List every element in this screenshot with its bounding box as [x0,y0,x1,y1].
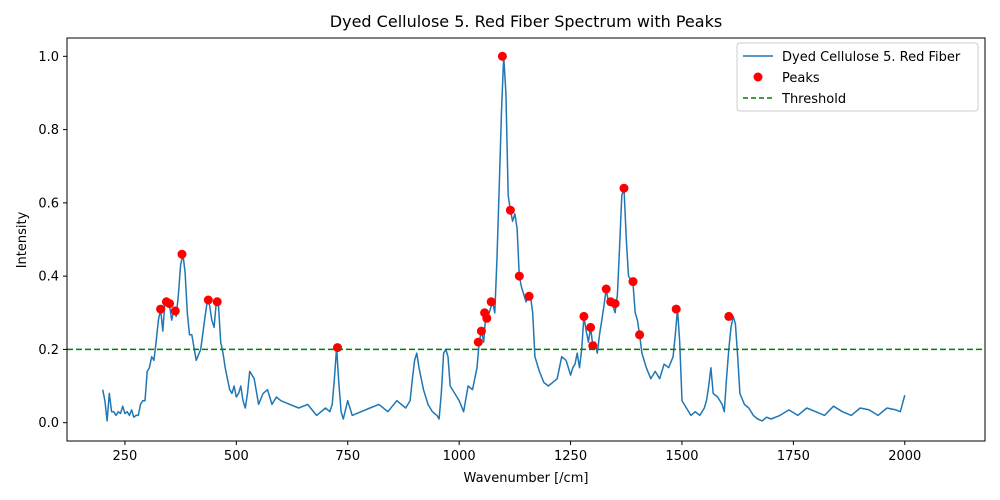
x-tick-label: 1500 [665,449,698,464]
peak-point [482,313,492,323]
peak-point [212,297,222,307]
peak-point [635,330,645,340]
legend-peak-swatch [753,72,763,82]
peak-point [497,51,507,61]
y-tick-label: 0.2 [38,343,59,358]
x-tick-label: 1000 [443,449,476,464]
peak-point [170,306,180,316]
peak-point [505,205,515,215]
legend: Dyed Cellulose 5. Red Fiber Peaks Thresh… [736,42,979,112]
peak-point [177,249,187,259]
peak-point [333,343,342,353]
peak-point [156,304,166,314]
legend-frame [736,42,979,112]
x-tick-label: 500 [224,449,249,464]
points-layer [156,51,734,353]
x-tick-label: 1250 [554,449,587,464]
peak-point [724,311,734,321]
peak-point [579,311,589,321]
y-tick-label: 0.6 [38,196,59,211]
peak-point [165,299,174,309]
plot-area [67,51,985,422]
peak-point [524,291,534,301]
x-tick-label: 750 [335,449,360,464]
peak-point [203,295,213,305]
peak-point [671,304,681,314]
peak-point [586,322,596,332]
legend-label-peaks: Peaks [782,71,820,86]
y-tick-label: 0.8 [38,123,59,138]
legend-label-threshold: Threshold [781,92,846,107]
x-tick-label: 1750 [777,449,810,464]
y-axis-label: Intensity [15,211,30,268]
peak-point [473,337,483,347]
legend-label-spectrum: Dyed Cellulose 5. Red Fiber [782,50,961,65]
peak-point [628,277,638,287]
peak-point [601,284,611,294]
peak-point [486,297,496,307]
y-tick-label: 0.0 [38,416,59,431]
x-axis-ticks: 250 500 750 1000 1250 1500 1750 2000 [113,441,921,464]
peak-point [610,299,620,309]
chart-title: Dyed Cellulose 5. Red Fiber Spectrum wit… [330,12,722,31]
peak-point [476,326,486,336]
x-tick-label: 250 [113,449,138,464]
y-axis-ticks: 0.0 0.2 0.4 0.6 0.8 1.0 [38,50,67,431]
axes-frame [66,37,986,442]
y-tick-label: 0.4 [38,270,59,285]
x-axis-label: Wavenumber [/cm] [464,471,589,486]
peak-point [514,271,524,281]
y-tick-label: 1.0 [38,50,59,65]
peak-point [619,183,629,193]
peak-point [588,341,598,351]
x-tick-label: 2000 [888,449,921,464]
